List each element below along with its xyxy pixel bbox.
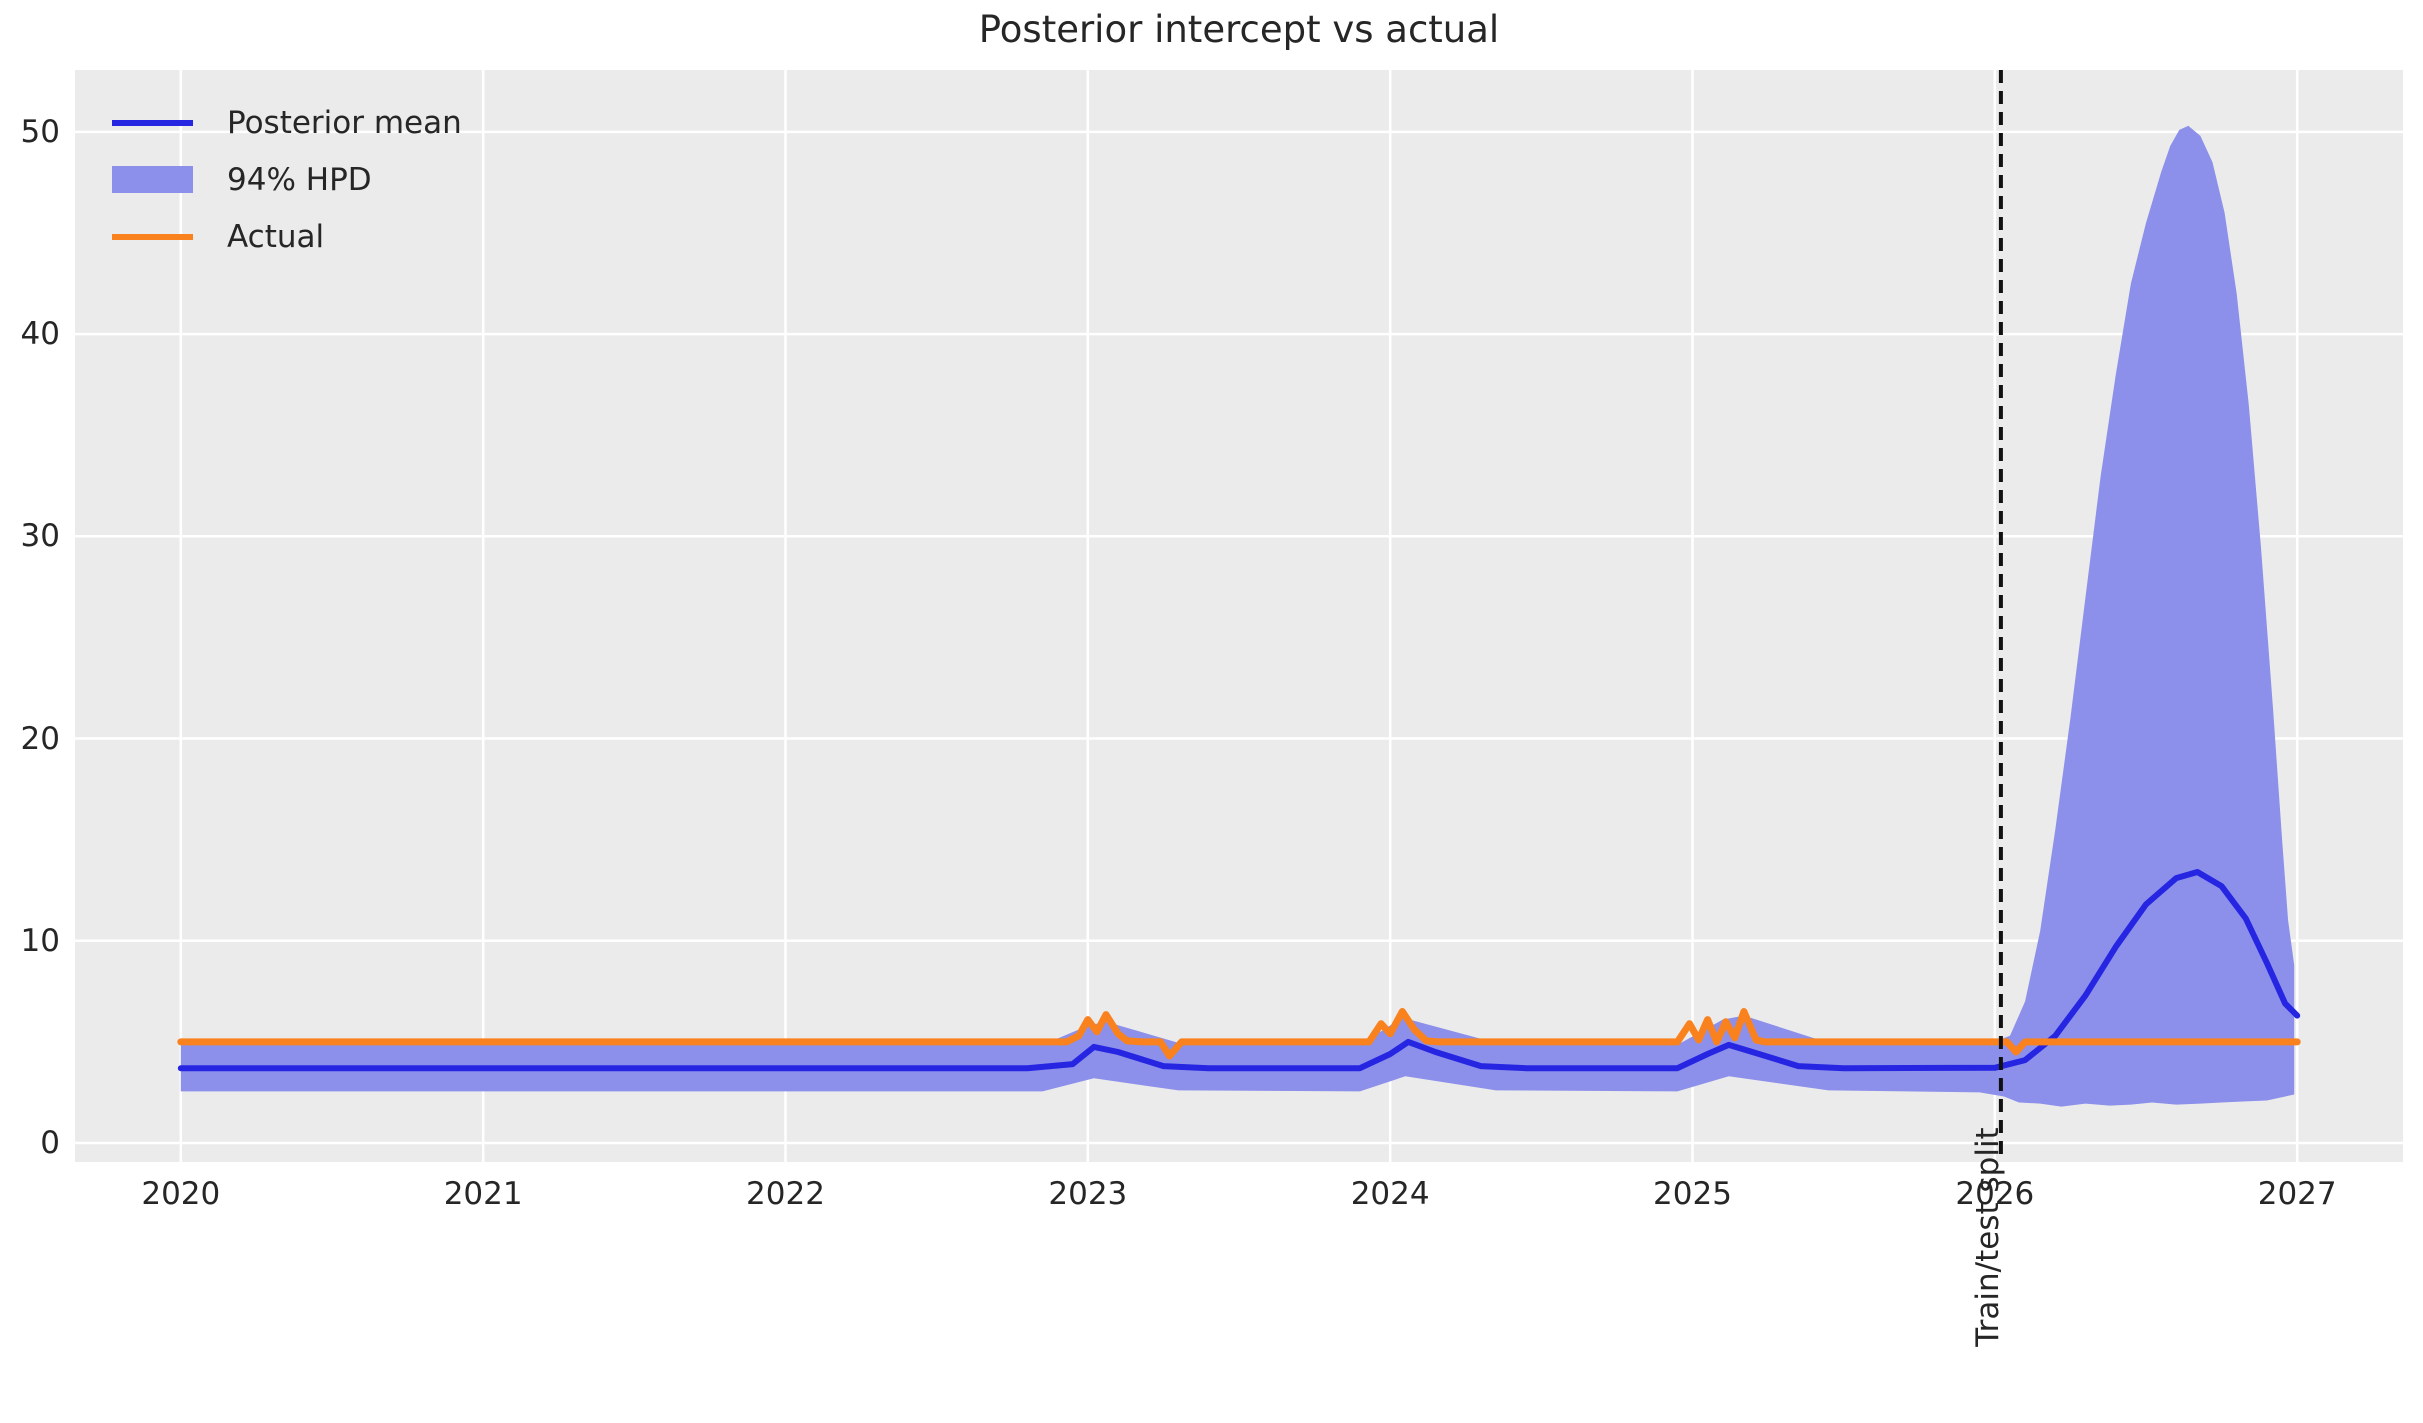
actual-line — [177, 1008, 2301, 1060]
actual-line-swatch — [112, 233, 193, 240]
legend: Posterior mean 94% HPD Actual — [112, 94, 462, 265]
hpd-band — [180, 125, 2295, 1107]
legend-item-hpd: 94% HPD — [112, 151, 462, 208]
x-tick-label: 2020 — [141, 1176, 221, 1212]
legend-label-actual: Actual — [227, 218, 325, 255]
y-tick-label: 20 — [20, 720, 60, 757]
x-tick-label: 2022 — [746, 1176, 825, 1212]
x-tick-label: 2026 — [1955, 1176, 2035, 1212]
x-tick-label: 2025 — [1653, 1176, 1732, 1212]
hpd-band-swatch — [112, 166, 193, 193]
x-tick-label: 2023 — [1048, 1176, 1128, 1212]
chart-svg — [75, 70, 2403, 1162]
x-tick-label: 2024 — [1350, 1176, 1430, 1212]
chart-title: Posterior intercept vs actual — [978, 8, 1500, 51]
posterior-mean-line — [177, 869, 2301, 1072]
posterior-mean-line-swatch — [112, 119, 193, 126]
legend-label-posterior-mean: Posterior mean — [227, 104, 462, 141]
y-tick-label: 40 — [20, 316, 60, 353]
legend-item-actual: Actual — [112, 208, 462, 265]
y-tick-label: 0 — [40, 1124, 60, 1161]
y-tick-label: 30 — [20, 518, 60, 555]
x-tick-label: 2027 — [2257, 1176, 2337, 1212]
legend-item-posterior-mean: Posterior mean — [112, 94, 462, 151]
plot-area — [75, 70, 2403, 1162]
y-tick-label: 50 — [20, 113, 60, 150]
x-tick-label: 2021 — [443, 1176, 523, 1212]
legend-label-hpd: 94% HPD — [227, 161, 372, 198]
y-tick-label: 10 — [20, 922, 60, 959]
train-test-split-label: Train/test split — [1970, 1127, 2006, 1347]
